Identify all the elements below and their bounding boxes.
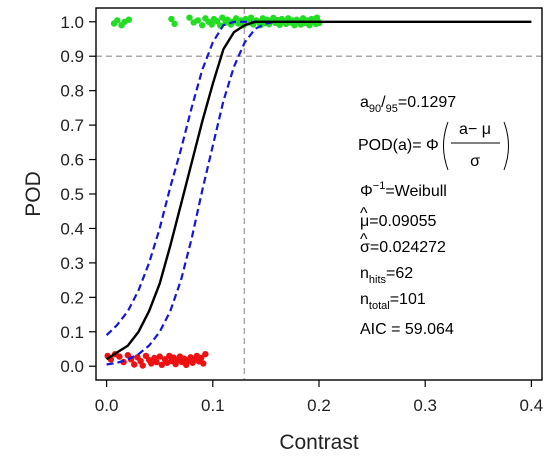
y-tick-label: 0.4: [60, 219, 84, 238]
n-hits-annotation: nhits=62: [360, 265, 413, 286]
n-hits-base: n: [360, 265, 369, 282]
mu-symbol: μ: [360, 213, 369, 230]
a90-95-base: a: [360, 94, 369, 111]
pod-formula-numerator: a− μ: [459, 121, 491, 138]
sigma-value: =0.024272: [370, 239, 446, 256]
n-hits-value: =62: [386, 265, 413, 282]
miss-point: [200, 360, 207, 367]
annotation-block: a90/95=0.1297 POD(a)= Φ a− μ σ Φ−1=Weibu…: [358, 94, 509, 338]
miss-point: [148, 360, 155, 367]
hit-point: [114, 17, 121, 24]
x-tick-label: 0.1: [201, 396, 225, 415]
y-tick-label: 0.3: [60, 254, 84, 273]
miss-point: [116, 353, 123, 360]
hit-point: [219, 14, 226, 21]
aic-annotation: AIC = 59.064: [360, 321, 454, 338]
y-tick-label: 0.7: [60, 116, 84, 135]
miss-point: [153, 358, 160, 366]
hit-point: [213, 17, 221, 25]
pod-formula-right-paren: [503, 121, 509, 171]
x-tick-label: 0.2: [307, 396, 331, 415]
hit-point: [232, 15, 240, 22]
fit-curves: [105, 20, 532, 366]
phi-inverse-value: =Weibull: [385, 183, 447, 200]
y-tick-label: 0.9: [60, 47, 84, 66]
pod-formula-phi: Φ: [426, 137, 439, 154]
mu-value: =0.09055: [369, 213, 436, 230]
miss-point: [158, 361, 166, 369]
a90-95-sub: 90: [369, 103, 381, 115]
pod-formula-left-paren: [443, 121, 449, 171]
miss-point: [156, 353, 163, 360]
hit-point: [198, 22, 206, 29]
sigma-hat-mark: ^: [360, 231, 368, 248]
y-tick-label: 0.6: [60, 151, 84, 170]
pod-formula-denominator: σ: [470, 153, 480, 170]
x-tick-label: 0.4: [520, 396, 544, 415]
miss-point: [202, 350, 209, 358]
phi-inverse-base: Φ: [360, 183, 373, 200]
y-tick-label: 0.0: [60, 357, 84, 376]
hit-point: [194, 17, 202, 24]
reference-lines: [96, 8, 542, 380]
hit-point: [224, 16, 231, 23]
hit-point: [168, 15, 175, 23]
hit-point: [306, 22, 313, 29]
a90-95-value: =0.1297: [398, 94, 456, 111]
n-total-sub: total: [369, 300, 390, 312]
hit-point: [208, 21, 215, 28]
pod-formula-lhs: POD(a)=: [358, 137, 422, 154]
miss-point: [131, 361, 138, 368]
y-tick-label: 1.0: [60, 13, 84, 32]
y-tick-label: 0.5: [60, 185, 84, 204]
sigma-annotation: σ=0.024272: [360, 239, 446, 256]
x-tick-label: 0.3: [413, 396, 437, 415]
x-tick-label: 0.0: [95, 396, 119, 415]
a90-95-sub2: 95: [386, 103, 398, 115]
y-tick-label: 0.2: [60, 288, 84, 307]
lower-confidence-bound: [106, 20, 319, 366]
miss-point: [197, 354, 205, 362]
hit-point: [186, 14, 193, 21]
y-axis-title: POD: [22, 171, 45, 217]
x-axis-title: Contrast: [279, 431, 359, 454]
a90-95-annotation: a90/95=0.1297: [360, 94, 456, 115]
mu-annotation: μ=0.09055: [360, 213, 437, 230]
y-tick-label: 0.8: [60, 82, 84, 101]
y-axis: 0.0 0.1 0.2 0.3 0.4 0.5 0.6 0.7 0.8 0.9 1.0: [60, 13, 96, 376]
n-total-value: =101: [390, 291, 426, 308]
phi-inverse-sup: −1: [373, 180, 386, 192]
hit-point: [291, 22, 298, 29]
pod-fit-curve: [105, 20, 532, 361]
hit-point: [247, 14, 255, 21]
x-axis: 0.0 0.1 0.2 0.3 0.4: [95, 380, 543, 415]
a90-95-slash: /: [381, 94, 386, 111]
phi-inverse-annotation: Φ−1=Weibull: [360, 180, 447, 200]
sigma-symbol: σ: [360, 239, 370, 256]
n-hits-sub: hits: [369, 274, 387, 286]
hit-point: [171, 20, 178, 28]
mu-hat-mark: ^: [360, 205, 368, 222]
n-total-base: n: [360, 291, 369, 308]
miss-point: [139, 362, 146, 369]
n-total-annotation: ntotal=101: [360, 291, 426, 312]
y-tick-label: 0.1: [60, 323, 84, 342]
hit-point: [125, 16, 133, 23]
upper-confidence-bound: [105, 20, 277, 336]
